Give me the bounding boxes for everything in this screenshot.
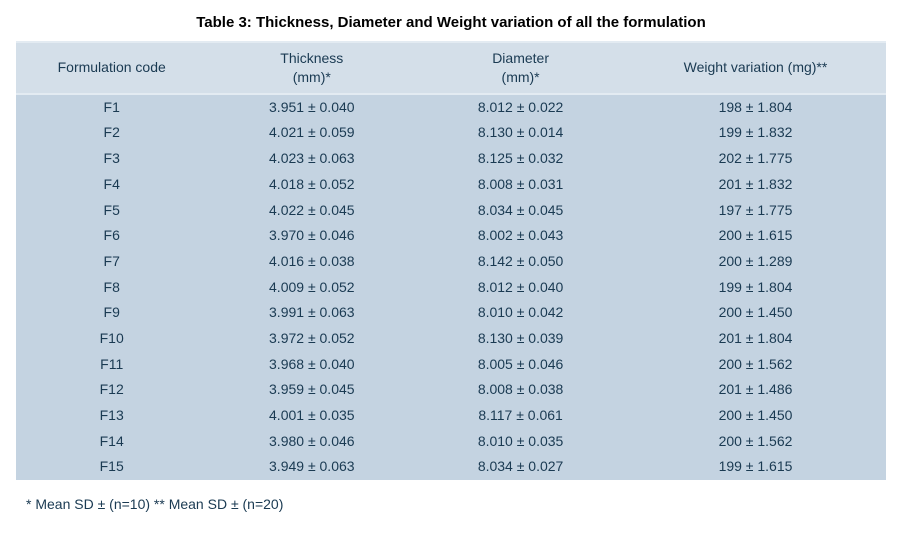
cell-formulation-code: F9 [16,300,207,326]
cell-value: 8.142 ± 0.050 [416,249,625,275]
cell-formulation-code: F10 [16,326,207,352]
table-title: Table 3: Thickness, Diameter and Weight … [16,14,886,31]
col-header-line2: (mm)* [424,68,617,87]
cell-value: 199 ± 1.804 [625,275,886,301]
cell-formulation-code: F15 [16,454,207,480]
cell-value: 3.959 ± 0.045 [207,377,416,403]
col-header-line1: Weight variation (mg)** [684,59,828,75]
cell-value: 8.008 ± 0.038 [416,377,625,403]
cell-value: 202 ± 1.775 [625,146,886,172]
table-row: F93.991 ± 0.0638.010 ± 0.042200 ± 1.450 [16,300,886,326]
cell-formulation-code: F4 [16,172,207,198]
table-row: F134.001 ± 0.0358.117 ± 0.061200 ± 1.450 [16,403,886,429]
cell-value: 4.018 ± 0.052 [207,172,416,198]
cell-value: 3.991 ± 0.063 [207,300,416,326]
cell-value: 8.130 ± 0.014 [416,120,625,146]
table-row: F143.980 ± 0.0468.010 ± 0.035200 ± 1.562 [16,429,886,455]
cell-value: 3.980 ± 0.046 [207,429,416,455]
cell-value: 200 ± 1.615 [625,223,886,249]
table-row: F44.018 ± 0.0528.008 ± 0.031201 ± 1.832 [16,172,886,198]
cell-value: 8.010 ± 0.042 [416,300,625,326]
table-row: F13.951 ± 0.0408.012 ± 0.022198 ± 1.804 [16,94,886,121]
cell-value: 3.970 ± 0.046 [207,223,416,249]
cell-value: 200 ± 1.562 [625,352,886,378]
cell-value: 200 ± 1.450 [625,300,886,326]
table-row: F34.023 ± 0.0638.125 ± 0.032202 ± 1.775 [16,146,886,172]
cell-formulation-code: F6 [16,223,207,249]
cell-formulation-code: F1 [16,94,207,121]
cell-value: 8.010 ± 0.035 [416,429,625,455]
col-header-thickness: Thickness (mm)* [207,42,416,94]
cell-value: 200 ± 1.289 [625,249,886,275]
cell-value: 8.005 ± 0.046 [416,352,625,378]
cell-formulation-code: F8 [16,275,207,301]
table-row: F123.959 ± 0.0458.008 ± 0.038201 ± 1.486 [16,377,886,403]
cell-value: 8.130 ± 0.039 [416,326,625,352]
cell-value: 4.001 ± 0.035 [207,403,416,429]
cell-value: 8.034 ± 0.045 [416,198,625,224]
col-header-line1: Formulation code [58,59,166,75]
col-header-line1: Diameter [492,50,549,66]
cell-value: 201 ± 1.832 [625,172,886,198]
cell-formulation-code: F14 [16,429,207,455]
cell-value: 4.016 ± 0.038 [207,249,416,275]
cell-value: 8.002 ± 0.043 [416,223,625,249]
cell-value: 4.022 ± 0.045 [207,198,416,224]
cell-value: 198 ± 1.804 [625,94,886,121]
cell-formulation-code: F2 [16,120,207,146]
col-header-line2: (mm)* [215,68,408,87]
cell-formulation-code: F3 [16,146,207,172]
cell-value: 3.972 ± 0.052 [207,326,416,352]
cell-value: 8.008 ± 0.031 [416,172,625,198]
cell-value: 3.951 ± 0.040 [207,94,416,121]
col-header-weight: Weight variation (mg)** [625,42,886,94]
table-header-row: Formulation code Thickness (mm)* Diamete… [16,42,886,94]
cell-value: 199 ± 1.832 [625,120,886,146]
cell-value: 4.023 ± 0.063 [207,146,416,172]
cell-formulation-code: F11 [16,352,207,378]
cell-value: 200 ± 1.562 [625,429,886,455]
table-body: F13.951 ± 0.0408.012 ± 0.022198 ± 1.804F… [16,94,886,480]
table-row: F84.009 ± 0.0528.012 ± 0.040199 ± 1.804 [16,275,886,301]
cell-value: 8.012 ± 0.022 [416,94,625,121]
cell-formulation-code: F5 [16,198,207,224]
table-row: F54.022 ± 0.0458.034 ± 0.045197 ± 1.775 [16,198,886,224]
table-row: F113.968 ± 0.0408.005 ± 0.046200 ± 1.562 [16,352,886,378]
table-row: F74.016 ± 0.0388.142 ± 0.050200 ± 1.289 [16,249,886,275]
table-footnote: * Mean SD ± (n=10) ** Mean SD ± (n=20) [16,496,886,512]
cell-value: 8.012 ± 0.040 [416,275,625,301]
col-header-diameter: Diameter (mm)* [416,42,625,94]
cell-value: 200 ± 1.450 [625,403,886,429]
cell-value: 8.125 ± 0.032 [416,146,625,172]
cell-value: 4.021 ± 0.059 [207,120,416,146]
table-row: F103.972 ± 0.0528.130 ± 0.039201 ± 1.804 [16,326,886,352]
cell-value: 199 ± 1.615 [625,454,886,480]
cell-formulation-code: F7 [16,249,207,275]
cell-formulation-code: F13 [16,403,207,429]
formulation-table: Formulation code Thickness (mm)* Diamete… [16,41,886,480]
table-row: F153.949 ± 0.0638.034 ± 0.027199 ± 1.615 [16,454,886,480]
table-row: F24.021 ± 0.0598.130 ± 0.014199 ± 1.832 [16,120,886,146]
cell-value: 3.949 ± 0.063 [207,454,416,480]
cell-formulation-code: F12 [16,377,207,403]
col-header-formulation: Formulation code [16,42,207,94]
cell-value: 201 ± 1.804 [625,326,886,352]
cell-value: 197 ± 1.775 [625,198,886,224]
cell-value: 8.034 ± 0.027 [416,454,625,480]
table-row: F63.970 ± 0.0468.002 ± 0.043200 ± 1.615 [16,223,886,249]
cell-value: 8.117 ± 0.061 [416,403,625,429]
cell-value: 201 ± 1.486 [625,377,886,403]
cell-value: 3.968 ± 0.040 [207,352,416,378]
cell-value: 4.009 ± 0.052 [207,275,416,301]
col-header-line1: Thickness [280,50,343,66]
